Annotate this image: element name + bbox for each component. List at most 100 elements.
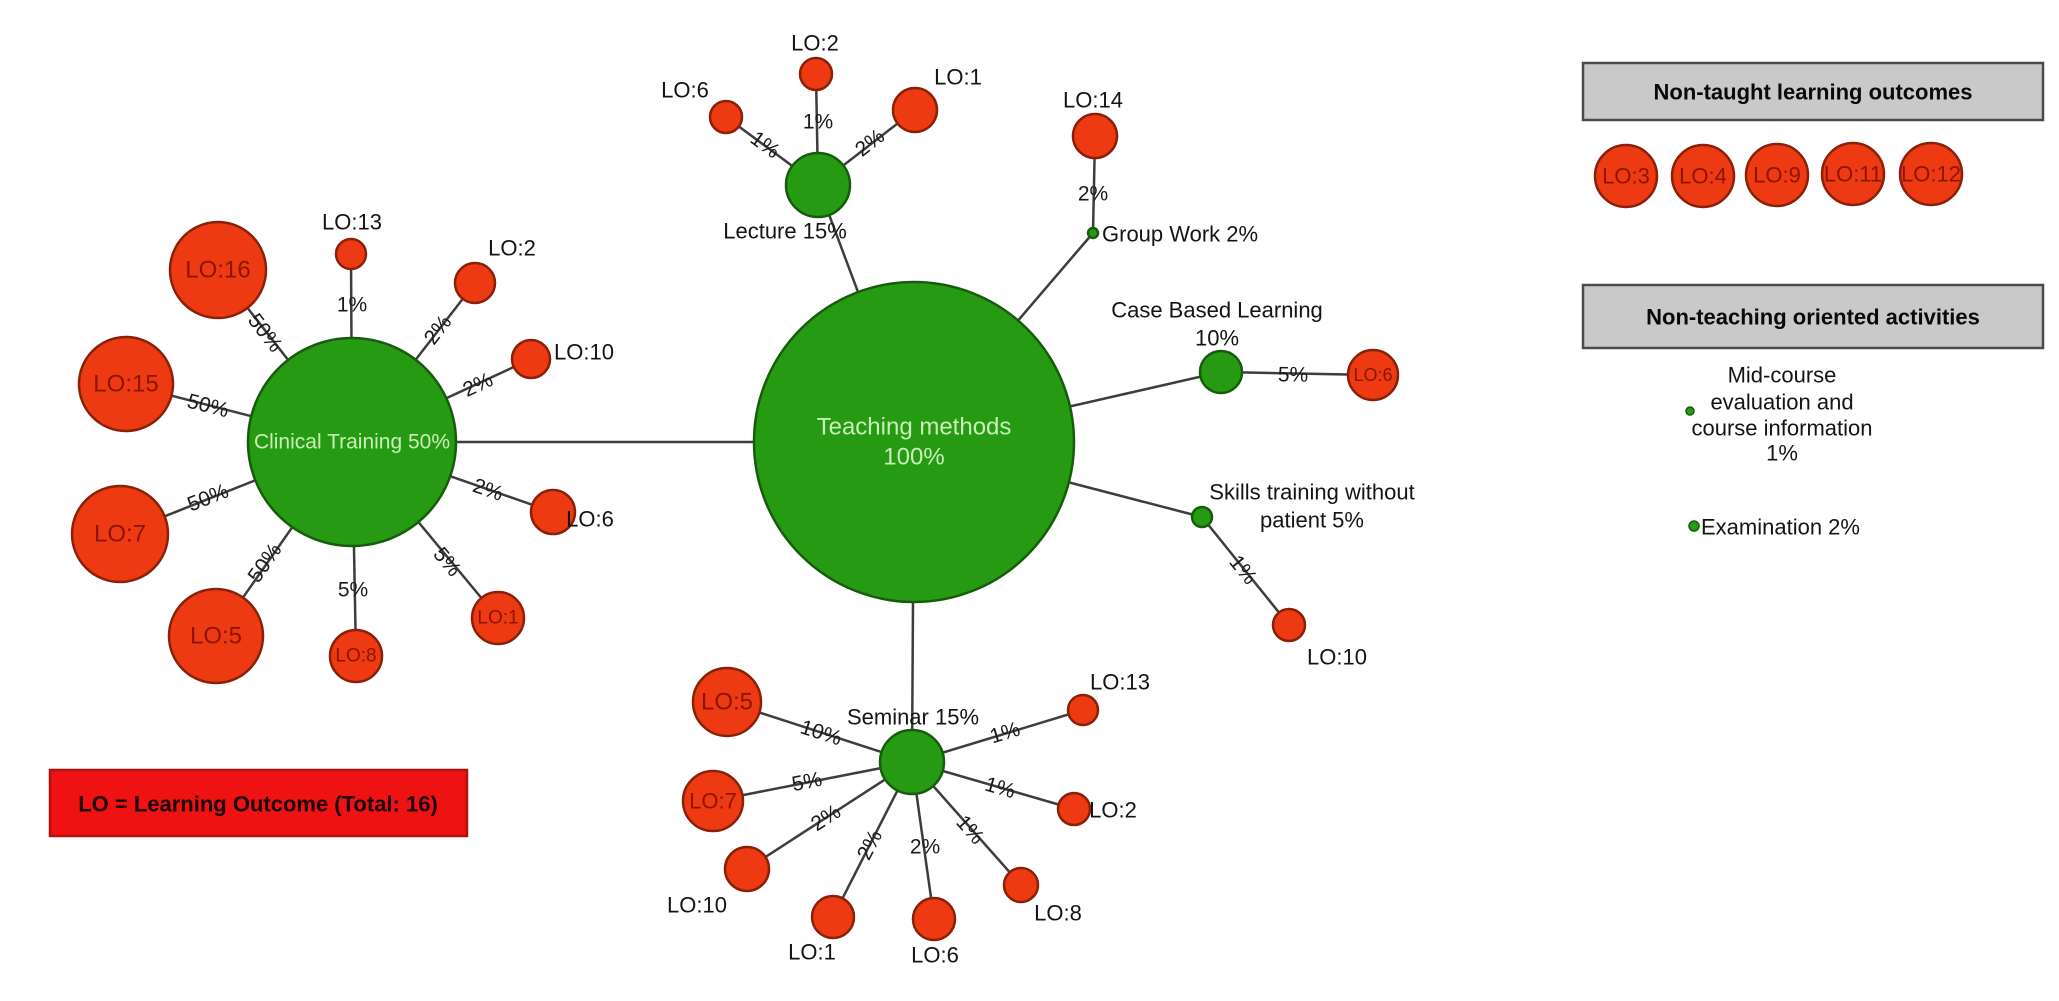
node-c8 (328, 628, 384, 684)
node-s10 (1271, 607, 1307, 643)
edge-label-seminar-m2: 1% (982, 773, 1018, 804)
edge-label-seminar-m5: 10% (797, 716, 844, 751)
edge-label-seminar-m1: 2% (853, 826, 887, 863)
edge-label-casebased-cb6: 5% (1278, 363, 1309, 387)
node-label-l1: LO:1 (934, 65, 982, 90)
node-c6 (529, 488, 577, 536)
node-m13 (1066, 693, 1100, 727)
node-label-g14: LO:14 (1063, 88, 1123, 113)
node-m5 (691, 666, 763, 738)
node-label-nt4: LO:4 (1679, 164, 1727, 189)
node-label-c6: LO:6 (566, 507, 614, 532)
node-label-nt12: LO:12 (1901, 162, 1961, 187)
node-label-c7: LO:7 (94, 521, 146, 548)
node-label-c16: LO:16 (185, 257, 250, 284)
node-label-clinical: Clinical Training 50% (254, 431, 450, 454)
node-lecture (784, 151, 852, 219)
node-cb6 (1346, 348, 1400, 402)
node-label-m2: LO:2 (1089, 798, 1137, 823)
node-label-m1: LO:1 (788, 940, 836, 965)
node-label-c8: LO:8 (335, 646, 376, 667)
edge-label-clinical-c13: 1% (337, 294, 367, 317)
node-c7 (70, 484, 170, 584)
edge-label-lecture-l6: 1% (746, 127, 784, 164)
examination-item: Examination 2% (1701, 515, 1860, 540)
node-label-m5: LO:5 (701, 689, 753, 716)
node-label-m7: LO:7 (689, 789, 737, 814)
node-label-nt9: LO:9 (1753, 163, 1801, 188)
node-label-c13: LO:13 (322, 210, 382, 235)
edge-label-clinical-c6: 2% (470, 474, 506, 506)
edge-label-seminar-m6: 2% (910, 836, 940, 859)
edge-label-seminar-m7: 5% (790, 768, 824, 796)
edge-label-clinical-c1: 5% (428, 543, 465, 581)
node-label-groupwork: Group Work 2% (1102, 222, 1258, 247)
node-nt11 (1820, 141, 1886, 207)
node-g14 (1071, 112, 1119, 160)
node-label-nt11: LO:11 (1824, 162, 1882, 187)
node-label-l2: LO:2 (791, 31, 839, 56)
node-label-m13: LO:13 (1090, 670, 1150, 695)
node-label-teaching-2: 100% (883, 444, 944, 471)
node-label-m8: LO:8 (1034, 901, 1082, 926)
non-taught-panel: Non-taught learning outcomes (1581, 61, 2045, 122)
edge-label-clinical-c2: 2% (420, 311, 457, 349)
edge-label-clinical-c15: 50% (185, 390, 231, 423)
node-m2 (1056, 791, 1092, 827)
node-groupwork (1086, 226, 1100, 240)
node-m8 (1002, 866, 1040, 904)
node-c1 (470, 590, 526, 646)
node-seminar (878, 728, 946, 796)
node-m1 (810, 894, 856, 940)
node-label-c10: LO:10 (554, 340, 614, 365)
node-m6 (911, 896, 957, 942)
node-label-c1: LO:1 (477, 608, 518, 629)
node-label-seminar: Seminar 15% (847, 705, 979, 730)
node-m10 (723, 845, 771, 893)
node-c2 (453, 261, 497, 305)
legend-label: LO = Learning Outcome (Total: 16) (78, 792, 438, 817)
edge-seminar-m7 (712, 760, 913, 803)
node-label-teaching-1: Teaching methods (817, 414, 1012, 441)
node-l1 (891, 86, 939, 134)
legend: LO = Learning Outcome (Total: 16) (48, 768, 469, 838)
node-label-c15: LO:15 (93, 371, 158, 398)
non-taught-title: Non-taught learning outcomes (1654, 80, 1973, 105)
node-clinical (246, 336, 458, 548)
non-taught-header-box (1581, 61, 2045, 122)
node-m7 (681, 769, 745, 833)
non-teaching-panel: Non-teaching oriented activities Mid-cou… (1581, 283, 2045, 540)
node-l6 (708, 99, 744, 135)
node-l2 (798, 56, 834, 92)
legend-box (48, 768, 469, 838)
node-label-m10: LO:10 (667, 893, 727, 918)
node-c15 (77, 335, 175, 433)
node-label-c5: LO:5 (190, 623, 242, 650)
edge-label-clinical-c10: 2% (459, 368, 496, 402)
edge-label-lecture-l2: 1% (803, 111, 833, 134)
midcourse-item-line-4: 1% (1766, 441, 1798, 466)
non-teaching-header-box (1581, 283, 2045, 350)
node-skills (1190, 505, 1214, 529)
node-label-c2: LO:2 (488, 236, 536, 261)
node-label-lecture: Lecture 15% (723, 219, 847, 244)
node-teaching (752, 280, 1076, 604)
node-label-casebased-1: Case Based Learning (1111, 298, 1323, 323)
midcourse-item-line-2: evaluation and (1710, 390, 1853, 415)
node-c13 (334, 237, 368, 271)
non-teaching-title: Non-teaching oriented activities (1646, 305, 1980, 330)
edge-skills-s10 (1201, 516, 1290, 626)
node-c5 (167, 587, 265, 685)
node-examdot (1688, 520, 1700, 532)
node-nt4 (1670, 143, 1736, 209)
node-label-l6: LO:6 (661, 78, 709, 103)
node-nt9 (1744, 142, 1810, 208)
edge-label-seminar-m13: 1% (987, 718, 1023, 749)
edge-label-clinical-c8: 5% (338, 579, 368, 602)
nodes-layer (70, 56, 1964, 942)
edge-label-clinical-c7: 50% (184, 480, 232, 517)
midcourse-item-line-1: Mid-course (1728, 363, 1837, 388)
node-label-m6: LO:6 (911, 943, 959, 968)
